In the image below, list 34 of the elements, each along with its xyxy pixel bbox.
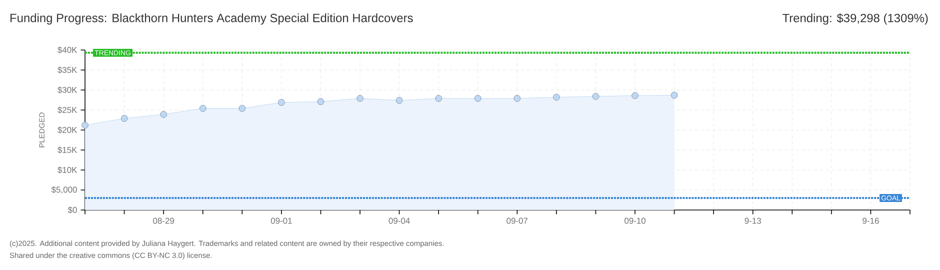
point [514,95,521,102]
x-tick-label: 09-04 [388,218,410,224]
point [199,105,206,112]
point [238,105,246,112]
point [435,95,442,102]
point [120,115,128,122]
x-tick-label: 09-10 [624,218,646,224]
point [160,111,167,118]
point [632,92,638,99]
x-tick-label: 09-01 [270,218,292,224]
x-tick-label: 09-07 [506,218,528,224]
point [592,93,600,100]
point [356,95,364,102]
y-tick-label: $5,000 [51,186,77,194]
point [474,95,482,102]
chart-title: Funding Progress: Blackthorn Hunters Academy Special Edition Hardcovers [10,13,413,25]
point [82,122,88,129]
point [317,98,324,105]
y-tick-label: $15K [58,146,78,154]
point [278,99,285,106]
chart-subtitle: Trending: $39,298 (1309%) [782,13,928,25]
y-tick-label: $25K [58,106,78,114]
point [670,92,678,99]
y-tick-label: $35K [58,66,78,74]
x-tick-label: 08-29 [153,218,174,224]
point [396,97,403,104]
y-tick-label: $30K [58,86,78,94]
y-tick-label: $10K [58,166,78,174]
x-tick-label: 9-16 [862,218,879,224]
y-tick-label: $0 [68,206,77,214]
point [553,94,560,101]
x-tick-label: 9-13 [744,218,761,224]
y-tick-label: $20K [58,126,78,134]
y-tick-label: $40K [58,46,78,54]
